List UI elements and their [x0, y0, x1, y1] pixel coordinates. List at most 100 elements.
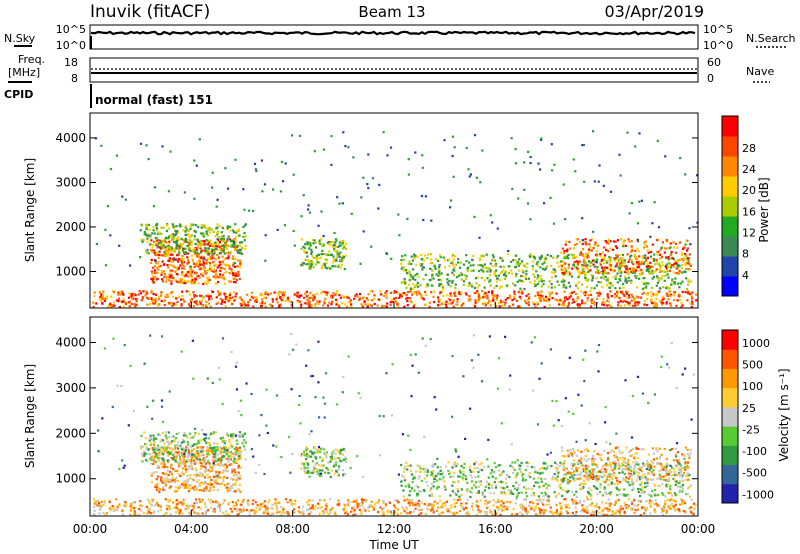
echo-cell — [486, 294, 489, 297]
echo-cell — [185, 468, 188, 471]
echo-cell — [205, 449, 208, 452]
y-tick-label: 3000 — [55, 175, 86, 189]
echo-cell — [189, 299, 192, 302]
echo-cell — [440, 504, 443, 507]
echo-cell — [539, 291, 542, 294]
echo-cell — [614, 287, 617, 290]
echo-cell — [321, 244, 324, 247]
echo-cell — [99, 298, 102, 301]
echo-cell — [333, 258, 336, 261]
echo-cell — [678, 270, 681, 273]
echo-cell — [492, 297, 495, 300]
echo-cell — [198, 482, 201, 485]
echo-cell — [205, 510, 208, 513]
echo-cell — [335, 292, 338, 295]
echo-cell — [563, 299, 566, 302]
echo-cell — [278, 501, 281, 504]
echo-cell — [386, 511, 389, 514]
echo-cell — [342, 296, 346, 299]
echo-cell — [593, 505, 597, 508]
echo-cell — [398, 296, 401, 299]
echo-cell — [323, 499, 326, 502]
echo-cell — [152, 471, 156, 474]
echo-cell — [187, 456, 190, 459]
echo-cell — [193, 511, 196, 514]
echo-cell — [193, 294, 196, 297]
echo-cell — [118, 503, 121, 506]
echo-cell — [431, 506, 434, 509]
echo-cell — [150, 270, 153, 273]
echo-cell — [496, 227, 499, 230]
echo-cell — [130, 505, 133, 508]
echo-cell — [150, 481, 153, 484]
echo-cell — [239, 262, 242, 265]
echo-cell — [162, 439, 165, 442]
echo-cell — [241, 435, 245, 438]
echo-cell — [356, 506, 359, 509]
echo-cell — [529, 505, 532, 508]
echo-cell — [169, 442, 173, 445]
echo-cell — [583, 258, 586, 262]
echo-cell — [222, 237, 225, 240]
echo-cell — [238, 234, 241, 237]
echo-cell — [536, 274, 539, 277]
echo-cell — [231, 435, 234, 438]
echo-cell — [319, 256, 322, 259]
echo-cell — [253, 512, 256, 515]
echo-cell — [645, 297, 648, 300]
echo-cell — [433, 500, 437, 503]
echo-cell — [223, 301, 227, 304]
echo-cell — [655, 284, 658, 287]
echo-cell — [636, 504, 639, 508]
colorbar-segment — [722, 156, 738, 177]
echo-cell — [183, 265, 186, 268]
echo-cell — [589, 246, 592, 249]
echo-cell — [561, 272, 564, 275]
echo-cell — [493, 286, 496, 289]
echo-cell — [150, 472, 154, 475]
echo-cell — [304, 292, 307, 295]
echo-cell — [164, 480, 167, 483]
echo-cell — [371, 299, 374, 302]
echo-cell — [248, 209, 251, 212]
echo-cell — [229, 507, 232, 510]
echo-cell — [380, 293, 383, 296]
echo-cell — [232, 245, 235, 248]
echo-cell — [618, 297, 621, 300]
echo-cell — [496, 277, 499, 280]
echo-cell — [442, 284, 445, 287]
echo-cell — [489, 300, 492, 303]
echo-cell — [313, 294, 316, 297]
echo-cell — [630, 245, 633, 248]
echo-cell — [410, 499, 413, 502]
echo-cell — [478, 510, 481, 514]
echo-cell — [295, 293, 298, 296]
echo-cell — [534, 305, 537, 308]
echo-cell — [309, 264, 312, 267]
echo-cell — [145, 512, 149, 515]
echo-cell — [624, 244, 627, 247]
echo-cell — [445, 303, 448, 306]
echo-cell — [514, 259, 517, 262]
echo-cell — [215, 302, 218, 305]
echo-cell — [536, 303, 539, 306]
echo-cell — [298, 294, 301, 297]
echo-cell — [680, 498, 683, 501]
echo-cell — [451, 155, 454, 158]
echo-cell — [239, 252, 242, 255]
echo-cell — [145, 447, 148, 450]
echo-cell — [208, 244, 212, 247]
echo-cell — [193, 197, 196, 200]
echo-cell — [191, 258, 194, 261]
echo-cell — [221, 436, 225, 439]
echo-cell — [438, 265, 441, 269]
echo-cell — [179, 474, 182, 477]
echo-cell — [310, 250, 313, 254]
echo-cell — [164, 252, 167, 255]
echo-cell — [512, 303, 515, 306]
echo-cell — [520, 279, 523, 282]
echo-cell — [472, 264, 475, 267]
echo-cell — [181, 503, 184, 506]
echo-cell — [230, 433, 233, 436]
echo-cell — [521, 513, 524, 516]
